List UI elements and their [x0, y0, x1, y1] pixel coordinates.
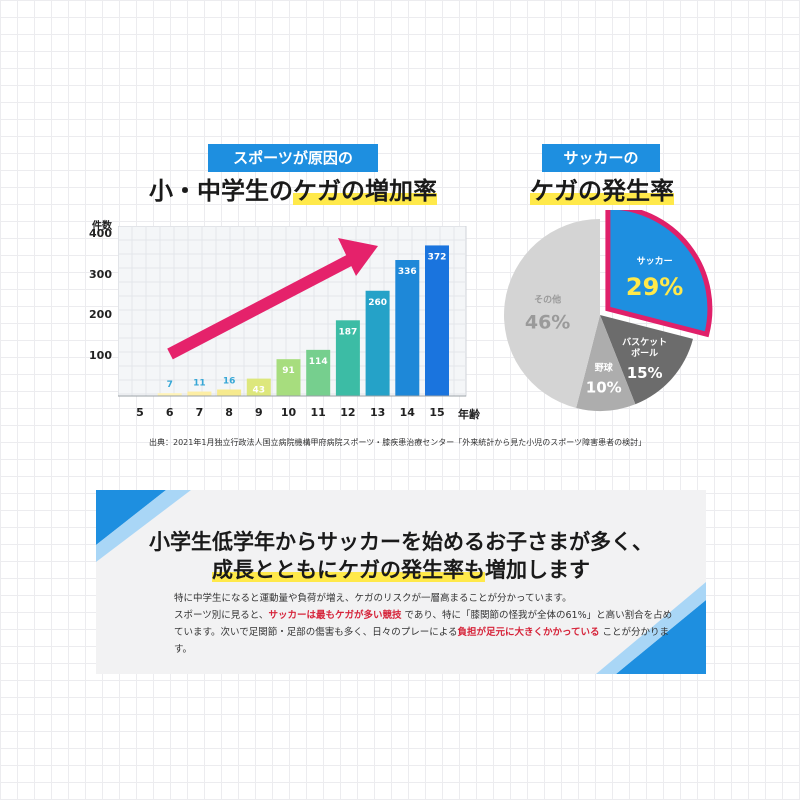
left-title-highlight: ケガの増加率: [293, 177, 437, 205]
bar-value-label: 336: [398, 267, 417, 277]
source-citation: 出典：2021年1月独立行政法人国立病院機構甲府病院スポーツ・膝疾患治療センター…: [149, 438, 647, 447]
x-tick-label: 15: [429, 406, 445, 419]
bar: [395, 260, 420, 396]
summary-box: 小学生低学年からサッカーを始めるお子さまが多く、 成長とともにケガの発生率も増加…: [96, 490, 706, 674]
bar-value-label: 114: [309, 357, 328, 367]
pie-slice-value: 29%: [626, 273, 683, 301]
pie-slice-name: サッカー: [637, 256, 673, 267]
bar: [306, 349, 331, 396]
x-tick-label: 6: [165, 406, 174, 419]
x-tick-label: 5: [136, 406, 144, 419]
para-line-3-red: 負担が足元に大きくかかっている: [457, 627, 600, 638]
x-tick-label: 7: [195, 406, 204, 419]
x-tick-label: 14: [399, 406, 415, 419]
bar-value-label: 372: [428, 252, 447, 262]
bar-value-label: 7: [167, 380, 173, 390]
pie-slice: [576, 315, 636, 411]
x-tick-label: 12: [340, 406, 356, 419]
para-line-2-b: であり、特に「膝関節の怪我が全体の61%」と高い割合を占め: [404, 610, 673, 621]
y-tick-label: 300: [89, 267, 112, 281]
bar-value-label: 16: [223, 377, 236, 387]
x-tick-label: 8: [225, 406, 233, 419]
left-title-plain: 小・中学生の: [149, 177, 293, 205]
summary-title-rest: 増加します: [485, 558, 590, 582]
bar-value-label: 11: [193, 379, 206, 389]
summary-title-line1: 小学生低学年からサッカーを始めるお子さまが多く、: [149, 530, 653, 554]
pie-slice-value: 15%: [627, 364, 663, 382]
x-tick-label: 9: [254, 406, 263, 419]
pie-slice-name: その他: [534, 293, 561, 305]
y-axis-unit: 件数: [92, 221, 112, 232]
pie-slice-name: ボール: [631, 347, 658, 359]
x-tick-label: 13: [369, 406, 386, 419]
right-title: ケガの発生率: [512, 171, 692, 206]
bar-value-label: 187: [339, 327, 358, 337]
bar-value-label: 260: [368, 298, 387, 308]
x-tick-label: 11: [310, 406, 326, 419]
pie-slice: [600, 315, 693, 405]
bar-value-label: 43: [253, 386, 266, 396]
left-tag: スポーツが原因の: [208, 144, 378, 172]
bar: [425, 245, 449, 396]
para-line-3: ています。次いで足関節・足部の傷害も多く、日々のプレーによる負担が足元に大きくか…: [174, 624, 684, 641]
summary-paragraph: 特に中学生になると運動量や負荷が増え、ケガのリスクが一層高まることが分かっていま…: [174, 590, 684, 658]
bar: [246, 378, 271, 396]
pie-slice: [605, 210, 713, 338]
pie-slice-name: バスケット: [622, 337, 667, 348]
pie-slice-label: 野球 10%: [586, 361, 622, 396]
y-tick-label: 100: [89, 348, 112, 362]
x-axis-unit: 年齢: [458, 408, 480, 421]
para-line-4: す。: [174, 644, 193, 655]
bar: [276, 359, 301, 396]
trend-arrow-head: [338, 238, 378, 276]
bar-chart: 7 11 16 43 91 114 187 260 336 372: [118, 226, 467, 397]
summary-title-line2: 成長とともにケガの発生率も増加します: [96, 554, 706, 584]
para-line-2-a: スポーツ別に見ると、: [174, 610, 269, 621]
bar: [335, 320, 360, 396]
corner-stripe-light-br: [596, 582, 706, 674]
right-tag: サッカーの: [542, 144, 660, 172]
para-line-2-red: サッカーは最もケガが多い競技: [268, 610, 402, 621]
pie-slice-name: 野球: [595, 361, 614, 373]
pie-slice: [504, 219, 600, 408]
bar: [157, 393, 182, 396]
y-tick-label: 400: [89, 227, 112, 241]
x-tick-label: 10: [280, 406, 297, 419]
para-line-3-b: ことが分かりま: [602, 627, 670, 638]
para-line-3-a: ています。次いで足関節・足部の傷害も多く、日々のプレーによる: [174, 627, 458, 638]
summary-decor: [96, 490, 706, 674]
bar: [217, 389, 242, 396]
summary-title-highlight: 成長とともにケガの発生率も: [212, 558, 485, 582]
pie-slice-value: 46%: [525, 311, 570, 333]
y-tick-label: 200: [89, 308, 112, 322]
bar: [187, 391, 212, 396]
trend-arrow-shaft: [167, 254, 353, 360]
corner-stripe-light: [96, 490, 191, 562]
pie-slice-label: サッカー 29%: [626, 256, 683, 301]
bar: [365, 290, 390, 396]
left-title: 小・中学生のケガの増加率: [118, 171, 468, 206]
para-line-1: 特に中学生になると運動量や負荷が増え、ケガのリスクが一層高まることが分かっていま…: [174, 593, 572, 604]
pie-slice-label: その他 46%: [525, 293, 570, 333]
pie-slice-value: 10%: [586, 378, 622, 396]
bar-value-label: 91: [282, 366, 295, 376]
para-line-2: スポーツ別に見ると、サッカーは最もケガが多い競技 であり、特に「膝関節の怪我が全…: [174, 607, 684, 624]
right-title-highlight: ケガの発生率: [530, 177, 674, 205]
